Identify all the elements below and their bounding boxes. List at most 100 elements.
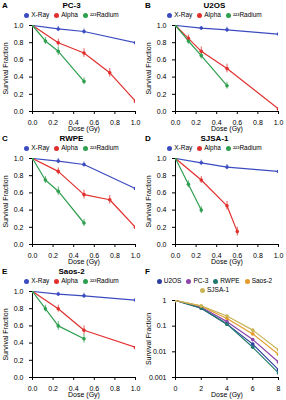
svg-text:0.8: 0.8: [14, 305, 24, 312]
svg-text:1: 1: [163, 297, 167, 304]
svg-text:0.6: 0.6: [89, 252, 100, 260]
svg-text:1.0: 1.0: [274, 252, 284, 259]
svg-text:1.0: 1.0: [14, 155, 24, 162]
svg-text:Dose (Gy): Dose (Gy): [211, 258, 243, 266]
svg-text:0.2: 0.2: [14, 224, 24, 231]
html-text:Saos-2: Saos-2: [58, 267, 85, 276]
svg-text:0.6: 0.6: [232, 119, 243, 127]
svg-text:1.0: 1.0: [131, 252, 141, 259]
html-text:X-Ray: X-Ray: [174, 144, 193, 151]
html-text:Alpha: Alpha: [204, 144, 221, 151]
html-text:²²³Radium: ²²³Radium: [89, 144, 119, 151]
html-text:Alpha: Alpha: [61, 11, 78, 18]
svg-text:0.8: 0.8: [253, 252, 263, 259]
svg-text:0.2: 0.2: [14, 91, 24, 98]
html-text:²²³Radium: ²²³Radium: [89, 11, 119, 18]
svg-text:1.0: 1.0: [274, 119, 284, 126]
svg-text:Survival Fraction: Survival Fraction: [2, 308, 9, 360]
svg-text:0.2: 0.2: [157, 224, 167, 231]
svg-text:0.2: 0.2: [191, 119, 201, 126]
svg-text:Survival Fraction: Survival Fraction: [145, 313, 152, 365]
svg-text:0.0: 0.0: [28, 385, 38, 392]
svg-text:0.6: 0.6: [14, 56, 24, 63]
svg-text:0.8: 0.8: [253, 119, 263, 126]
svg-text:0.0: 0.0: [157, 241, 167, 248]
svg-text:0.4: 0.4: [68, 119, 79, 127]
html-text:Alpha: Alpha: [61, 144, 78, 151]
html-text:²²³Radium: ²²³Radium: [232, 11, 262, 18]
svg-text:Dose (Gy): Dose (Gy): [211, 391, 243, 399]
svg-text:8: 8: [277, 385, 281, 392]
svg-text:Survival Fraction: Survival Fraction: [2, 175, 9, 227]
html-text:Alpha: Alpha: [204, 11, 221, 18]
svg-text:0.4: 0.4: [157, 206, 167, 213]
svg-text:2: 2: [199, 385, 203, 392]
svg-text:0.6: 0.6: [14, 322, 24, 329]
svg-text:0.0: 0.0: [14, 374, 24, 381]
svg-text:0.8: 0.8: [14, 39, 24, 46]
svg-text:0.001: 0.001: [149, 374, 167, 381]
svg-text:0.0: 0.0: [171, 252, 181, 259]
svg-text:0.4: 0.4: [14, 73, 24, 80]
html-text:X-Ray: X-Ray: [31, 277, 50, 284]
html-text:U2OS: U2OS: [203, 1, 226, 10]
svg-text:0.0: 0.0: [171, 119, 181, 126]
svg-text:Dose (Gy): Dose (Gy): [211, 125, 243, 133]
svg-text:Dose (Gy): Dose (Gy): [68, 391, 100, 399]
html-text:²²³Radium: ²²³Radium: [89, 277, 119, 284]
svg-text:0.6: 0.6: [157, 56, 167, 63]
svg-text:0.4: 0.4: [211, 119, 222, 127]
svg-text:0.8: 0.8: [110, 252, 120, 259]
html-text:SJSA-1: SJSA-1: [200, 134, 229, 143]
html-text:PC-3: PC-3: [62, 1, 81, 10]
svg-text:Dose (Gy): Dose (Gy): [68, 125, 100, 133]
svg-text:1.0: 1.0: [14, 22, 24, 29]
svg-text:0.8: 0.8: [110, 385, 120, 392]
svg-text:0.8: 0.8: [14, 172, 24, 179]
svg-text:0.4: 0.4: [14, 339, 24, 346]
svg-text:1.0: 1.0: [131, 385, 141, 392]
svg-text:0.2: 0.2: [191, 252, 201, 259]
svg-text:0.4: 0.4: [68, 252, 79, 260]
svg-text:0.0: 0.0: [14, 241, 24, 248]
svg-text:0.01: 0.01: [153, 348, 167, 355]
svg-text:0.2: 0.2: [48, 119, 58, 126]
svg-text:0.0: 0.0: [14, 108, 24, 115]
svg-text:Survival Fraction: Survival Fraction: [145, 175, 152, 227]
html-text:Alpha: Alpha: [61, 277, 78, 284]
html-text:X-Ray: X-Ray: [174, 11, 193, 18]
html-text:²²³Radium: ²²³Radium: [232, 144, 262, 151]
svg-text:0.2: 0.2: [48, 252, 58, 259]
svg-text:0.0: 0.0: [28, 119, 38, 126]
svg-text:0.0: 0.0: [28, 252, 38, 259]
html-text:RWPE: RWPE: [59, 134, 84, 143]
svg-text:6: 6: [251, 385, 255, 392]
svg-text:0.1: 0.1: [157, 322, 167, 329]
svg-text:Survival Fraction: Survival Fraction: [2, 42, 9, 94]
svg-text:1.0: 1.0: [157, 22, 167, 29]
svg-text:0.6: 0.6: [14, 189, 24, 196]
svg-text:0.2: 0.2: [14, 357, 24, 364]
svg-text:0.2: 0.2: [157, 91, 167, 98]
svg-text:0.8: 0.8: [157, 172, 167, 179]
svg-text:1.0: 1.0: [157, 155, 167, 162]
svg-text:0.4: 0.4: [14, 206, 24, 213]
svg-text:0.6: 0.6: [232, 252, 243, 260]
svg-text:Survival Fraction: Survival Fraction: [145, 42, 152, 94]
svg-text:0.8: 0.8: [110, 119, 120, 126]
svg-text:0.8: 0.8: [157, 39, 167, 46]
svg-text:0.6: 0.6: [89, 119, 100, 127]
svg-text:0.4: 0.4: [211, 252, 222, 260]
svg-text:0: 0: [174, 385, 178, 392]
svg-text:1.0: 1.0: [131, 119, 141, 126]
html-text:X-Ray: X-Ray: [31, 11, 50, 18]
svg-text:0.0: 0.0: [157, 108, 167, 115]
svg-text:0.2: 0.2: [48, 385, 58, 392]
svg-text:0.6: 0.6: [89, 385, 100, 393]
svg-text:Dose (Gy): Dose (Gy): [68, 258, 100, 266]
html-text:X-Ray: X-Ray: [31, 144, 50, 151]
svg-text:0.4: 0.4: [157, 73, 167, 80]
svg-text:1.0: 1.0: [14, 288, 24, 295]
svg-text:0.4: 0.4: [68, 385, 79, 393]
svg-text:0.6: 0.6: [157, 189, 167, 196]
